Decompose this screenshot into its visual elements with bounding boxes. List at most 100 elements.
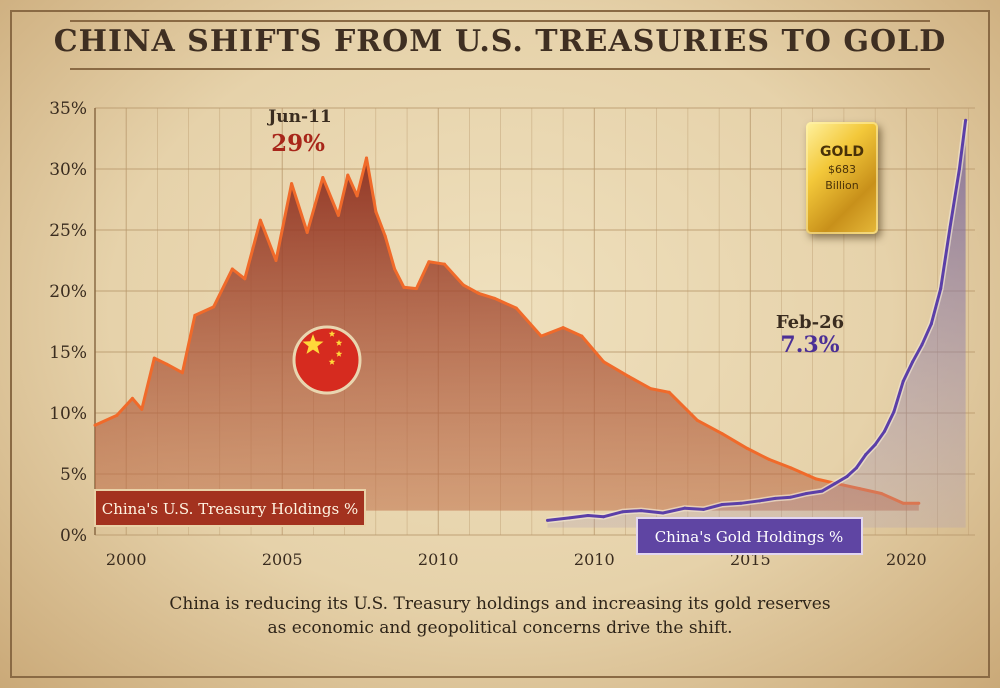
flag-small-star	[335, 339, 343, 346]
gold-point	[833, 482, 837, 486]
gold-point	[702, 507, 706, 511]
treasury-point	[383, 234, 387, 238]
y-tick-label: 0%	[60, 526, 87, 546]
treasury-point	[461, 283, 465, 287]
treasury-point	[443, 262, 447, 266]
gold-point	[948, 226, 952, 230]
treasury-point	[492, 296, 496, 300]
legend-gold-label: China's Gold Holdings %	[655, 528, 844, 546]
flag-small-star	[335, 350, 343, 357]
gold-point	[957, 167, 961, 171]
gold-point	[892, 410, 896, 414]
gold-point	[911, 360, 915, 364]
y-tick-label: 20%	[49, 282, 87, 302]
treasury-point	[93, 423, 97, 427]
gold-point	[939, 287, 943, 291]
treasury-point	[402, 285, 406, 289]
gold-bar-value: $683	[828, 163, 856, 176]
treasury-point	[720, 432, 724, 436]
treasury-point	[602, 360, 606, 364]
x-tick-label: 2000	[106, 550, 147, 569]
chart-title: CHINA SHIFTS FROM U.S. TREASURIES TO GOL…	[53, 24, 947, 59]
treasury-point	[180, 371, 184, 375]
treasury-point	[514, 306, 518, 310]
gold-point	[720, 503, 724, 506]
gold-point	[567, 516, 571, 520]
gold-point	[661, 511, 665, 515]
treasury-point	[789, 466, 793, 470]
treasury-point	[346, 173, 350, 177]
treasury-point	[667, 390, 671, 394]
gold-point	[929, 322, 933, 326]
treasury-point	[477, 291, 481, 295]
gold-bar-icon: GOLD $683 Billion	[806, 122, 878, 234]
gold-point	[964, 118, 968, 122]
gold-point	[873, 443, 877, 447]
treasury-point	[427, 260, 431, 264]
treasury-point	[290, 182, 294, 186]
legend-treasury-box	[94, 489, 366, 527]
gold-point	[789, 495, 793, 499]
x-tick-label: 2020	[886, 550, 927, 569]
title-rule-top	[70, 20, 930, 22]
treasury-point	[230, 267, 234, 271]
latest-annotation-value: 7.3%	[780, 332, 839, 358]
gold-point	[639, 509, 643, 513]
treasury-point	[374, 210, 378, 214]
gold-point	[864, 452, 868, 456]
treasury-point	[115, 413, 119, 417]
gold-point	[739, 501, 743, 505]
gold-point	[773, 496, 777, 500]
gold-point	[758, 499, 762, 503]
gold-area	[547, 120, 966, 528]
y-tick-label: 5%	[60, 465, 87, 485]
legend-gold: China's Gold Holdings %	[636, 517, 863, 555]
treasury-point	[212, 305, 216, 309]
treasury-point	[695, 418, 699, 422]
gold-point	[804, 492, 808, 496]
x-tick-label: 2010	[574, 550, 615, 569]
treasury-point	[152, 356, 156, 360]
treasury-point	[648, 387, 652, 391]
peak-annotation-value: 29%	[271, 130, 325, 157]
caption-line-1: China is reducing its U.S. Treasury hold…	[169, 594, 831, 614]
x-tick-label: 2005	[262, 550, 303, 569]
treasury-point	[130, 396, 134, 400]
treasury-point	[193, 313, 197, 317]
legend-treasury: China's U.S. Treasury Holdings %	[94, 489, 366, 527]
legend-treasury-label: China's U.S. Treasury Holdings %	[102, 500, 359, 518]
y-tick-label: 25%	[49, 221, 87, 241]
gold-point	[545, 518, 549, 522]
gold-point	[620, 510, 624, 514]
treasury-point	[258, 218, 262, 222]
treasury-point	[140, 407, 144, 411]
treasury-point	[393, 267, 397, 271]
gold-bar-label: GOLD	[820, 144, 864, 160]
treasury-point	[767, 457, 771, 461]
flag-small-star	[328, 330, 336, 337]
treasury-point	[165, 362, 169, 366]
gold-point	[920, 343, 924, 347]
treasury-point	[627, 374, 631, 378]
latest-annotation-label: Feb-26	[776, 312, 844, 333]
y-tick-label: 10%	[49, 404, 87, 424]
treasury-point	[414, 287, 418, 291]
gold-point	[854, 466, 858, 470]
treasury-point	[364, 156, 368, 160]
flag-circle	[292, 325, 362, 395]
peak-annotation-label: Jun-11	[266, 107, 331, 127]
gold-point	[586, 513, 590, 517]
gold-point	[845, 474, 849, 478]
gold-point	[883, 429, 887, 433]
legend-gold-box	[636, 517, 863, 555]
treasury-point	[355, 194, 359, 198]
treasury-point	[539, 334, 543, 338]
y-tick-label: 30%	[49, 160, 87, 180]
china-flag-icon	[292, 325, 362, 395]
y-tick-label: 15%	[49, 343, 87, 363]
x-tick-label: 2010	[418, 550, 459, 569]
gold-point	[683, 506, 687, 510]
flag-big-star	[302, 334, 324, 354]
